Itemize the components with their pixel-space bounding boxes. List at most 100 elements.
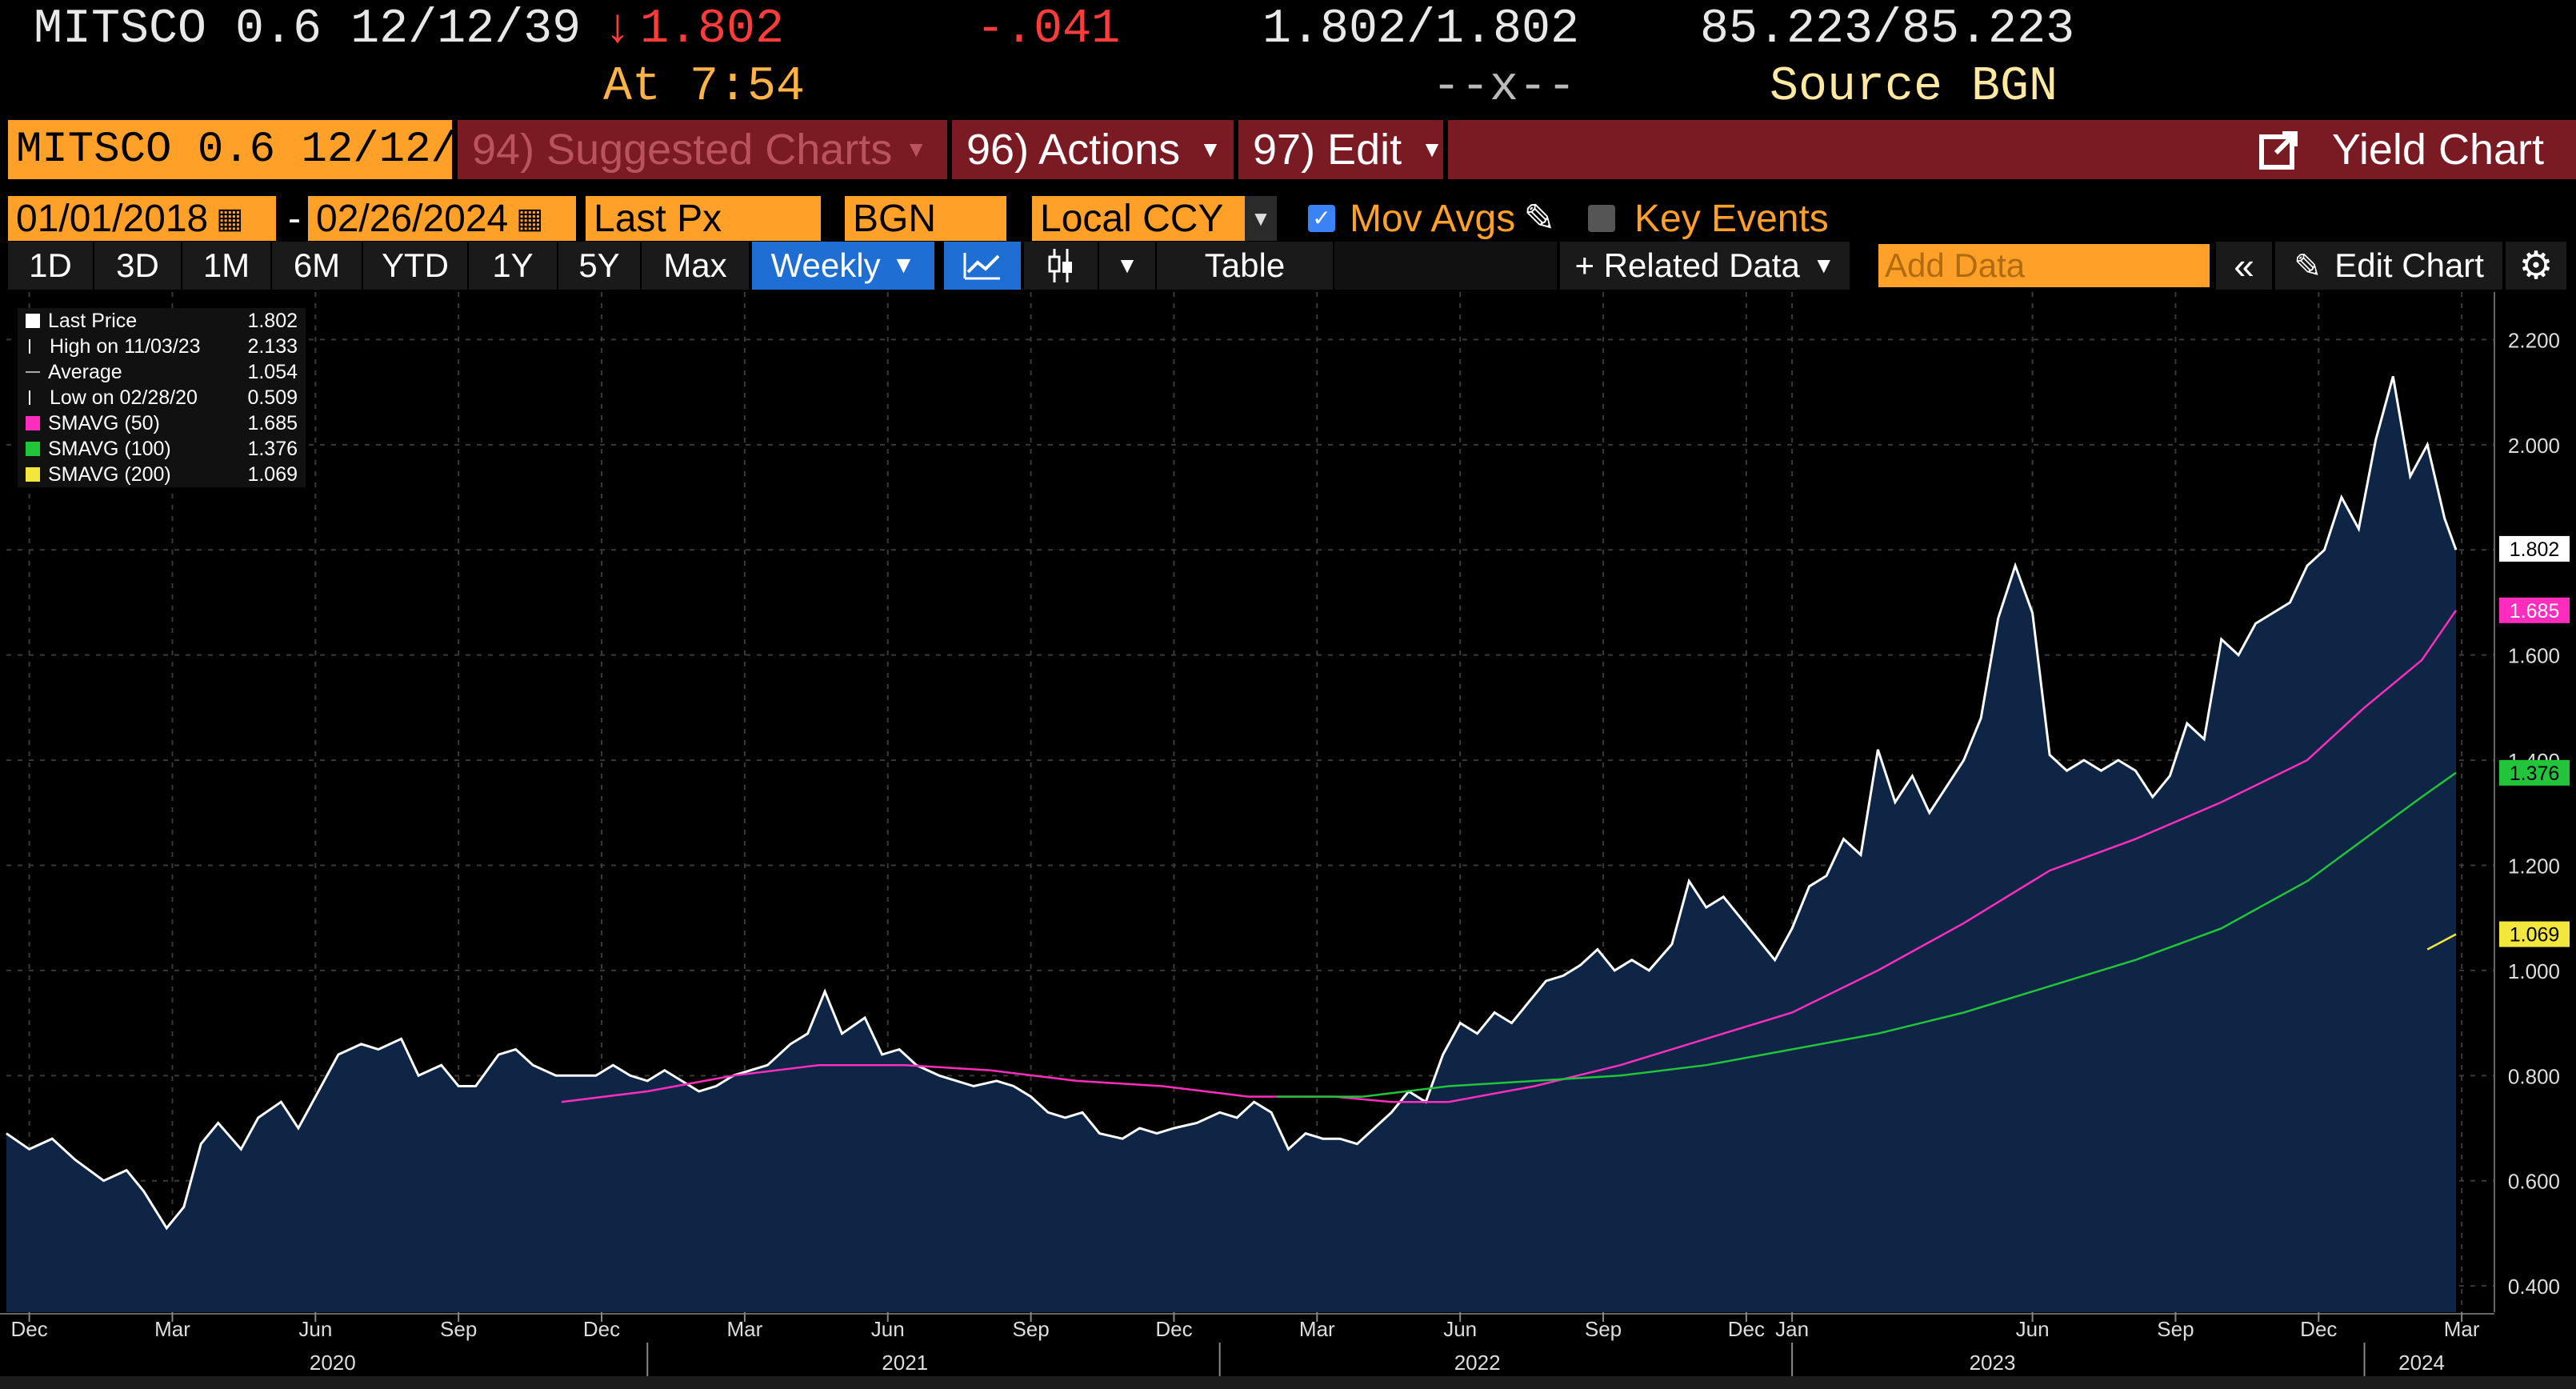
y-tick-label: 1.200 xyxy=(2508,854,2560,878)
y-tick-label: 0.800 xyxy=(2508,1064,2560,1088)
annotate-line-icon: ∠ xyxy=(1174,295,1194,320)
x-axis-background xyxy=(0,1312,2576,1389)
track-tool[interactable]: ✛ Track xyxy=(1064,296,1139,320)
line-chart-style-icon[interactable] xyxy=(944,242,1021,290)
gear-icon[interactable]: ⚙ xyxy=(2506,242,2566,290)
end-value-badge xyxy=(2499,921,2570,947)
candlestick-style-icon[interactable] xyxy=(1024,242,1098,290)
source-select[interactable]: BGN xyxy=(845,196,1006,241)
checkbox-unchecked-icon[interactable] xyxy=(1588,205,1615,232)
annotate-tool[interactable]: ∠ Annotate xyxy=(1174,296,1282,320)
checkbox-checked-icon[interactable]: ✓ xyxy=(1308,205,1335,232)
moving-average-line xyxy=(1277,771,2457,1098)
plot-background xyxy=(0,292,2576,1312)
x-year-label: 2020 xyxy=(310,1351,356,1375)
legend-row: Last Price 1.802 xyxy=(18,308,306,334)
key-events-toggle[interactable]: Key Events xyxy=(1580,196,1844,241)
legend-value: 0.509 xyxy=(247,386,298,409)
suggested-charts-button[interactable]: 94) Suggested Charts ▼ xyxy=(458,120,947,179)
command-toolbar: MITSCO 0.6 12/12/2 94) Suggested Charts … xyxy=(0,120,2576,179)
field-select[interactable]: Last Px xyxy=(586,196,821,241)
zoom-tool[interactable]: ⌕ Zoom xyxy=(1402,295,1473,320)
spacer xyxy=(1334,242,1557,290)
edit-chart-button[interactable]: ✎ Edit Chart xyxy=(2275,242,2502,290)
range-tab-max[interactable]: Max xyxy=(642,242,749,290)
end-value-label: 1.376 xyxy=(2510,763,2560,785)
chart-style-chevron-down-icon[interactable]: ▼ xyxy=(1099,242,1155,290)
range-tab-1m[interactable]: 1M xyxy=(182,242,270,290)
legend-label: Last Price xyxy=(48,309,138,332)
legend-value: 1.802 xyxy=(247,309,298,332)
yield-chart-label: Yield Chart xyxy=(2331,126,2544,174)
y-tick-label: 1.800 xyxy=(2508,538,2560,562)
news-tool[interactable]: ☰ News xyxy=(1306,296,1382,320)
periodicity-value: Weekly xyxy=(770,246,881,284)
pencil-icon[interactable]: ✎ xyxy=(1523,198,1556,240)
legend-label: Average xyxy=(48,360,122,383)
periodicity-select[interactable]: Weekly ▼ xyxy=(752,242,934,290)
range-tab-1d[interactable]: 1D xyxy=(8,242,93,290)
news-label: News xyxy=(1330,295,1383,320)
x-tick-label: Mar xyxy=(2444,1317,2480,1341)
actions-button[interactable]: 96) Actions ▼ xyxy=(952,120,1234,179)
y-tick-label: 2.000 xyxy=(2508,434,2560,458)
calendar-icon[interactable]: ▦ xyxy=(216,202,244,234)
moving-average-line xyxy=(2426,933,2457,951)
chevron-down-icon: ▼ xyxy=(1812,253,1835,278)
pencil-icon: ✎ xyxy=(2294,246,2322,285)
annotate-label: Annotate xyxy=(1199,295,1283,320)
range-tab-3d[interactable]: 3D xyxy=(94,242,181,290)
x-tick-label: Dec xyxy=(1728,1317,1765,1341)
related-data-button[interactable]: + Related Data ▼ xyxy=(1560,242,1850,290)
chevron-down-icon: ▼ xyxy=(891,252,916,278)
x-tick-label: Jan xyxy=(1775,1317,1809,1341)
legend-value: 2.133 xyxy=(247,334,298,358)
x-year-label: 2024 xyxy=(2398,1351,2445,1375)
x-tick-label: Sep xyxy=(440,1317,477,1341)
track-label: Track xyxy=(1087,295,1139,320)
price-area-fill xyxy=(6,376,2456,1312)
start-date-input[interactable]: 01/01/2018 ▦ xyxy=(8,196,276,241)
related-data-label: + Related Data xyxy=(1574,246,1800,284)
y-tick-label: 1.400 xyxy=(2508,749,2560,773)
legend-row: SMAVG (200) 1.069 xyxy=(18,462,306,487)
range-tab-6m[interactable]: 6M xyxy=(272,242,362,290)
legend-value: 1.376 xyxy=(247,437,298,460)
end-date-input[interactable]: 02/26/2024 ▦ xyxy=(308,196,576,241)
mov-avgs-toggle[interactable]: ✓ Mov Avgs ✎ xyxy=(1300,196,1556,241)
legend-label: SMAVG (100) xyxy=(48,437,171,460)
crosshair-icon: ✛ xyxy=(1064,295,1082,320)
price-line xyxy=(6,376,2458,1231)
calendar-icon[interactable]: ▦ xyxy=(516,202,544,234)
legend-swatch xyxy=(26,467,40,482)
range-tab-5y[interactable]: 5Y xyxy=(558,242,640,290)
ticker-input[interactable]: MITSCO 0.6 12/12/2 xyxy=(8,120,482,179)
y-tick-label: 1.000 xyxy=(2508,959,2560,983)
range-tab-1y[interactable]: 1Y xyxy=(469,242,557,290)
end-value-label: 1.802 xyxy=(2510,538,2560,561)
legend-label: SMAVG (200) xyxy=(48,462,171,486)
chart-legend: Last Price 1.802 High on 11/03/23 2.133 Av… xyxy=(18,308,306,487)
currency-select[interactable]: Local CCY ▼ xyxy=(1032,196,1277,241)
x-tick-label: Sep xyxy=(1585,1317,1622,1341)
chevron-down-icon[interactable]: ▼ xyxy=(1245,196,1277,241)
x-tick-label: Jun xyxy=(871,1317,905,1341)
yield-chart-title[interactable]: Yield Chart xyxy=(1448,120,2576,179)
mov-avgs-label: Mov Avgs xyxy=(1350,197,1516,240)
x-year-label: 2023 xyxy=(1970,1351,2016,1375)
x-tick-label: Jun xyxy=(1443,1317,1477,1341)
x-tick-label: Mar xyxy=(1299,1317,1335,1341)
legend-swatch xyxy=(26,314,40,328)
edit-button[interactable]: 97) Edit ▼ xyxy=(1238,120,1443,179)
end-value-badge xyxy=(2499,759,2570,786)
volume-placeholder: --x-- xyxy=(1432,60,1577,114)
add-data-input[interactable]: Add Data xyxy=(1878,244,2210,287)
magnifier-icon: ⌕ xyxy=(1402,295,1414,319)
legend-swatch xyxy=(26,416,40,430)
range-tab-ytd[interactable]: YTD xyxy=(363,242,467,290)
last-price: 1.802 xyxy=(640,2,785,57)
table-button[interactable]: Table xyxy=(1157,242,1333,290)
date-separator: - xyxy=(288,197,301,240)
collapse-double-chevron-icon[interactable]: « xyxy=(2216,242,2272,290)
x-tick-label: Jun xyxy=(298,1317,332,1341)
